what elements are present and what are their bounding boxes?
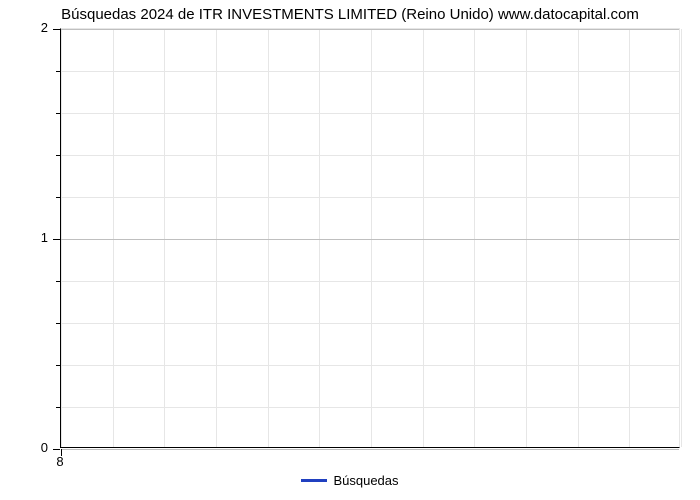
y-minor-tick (56, 197, 60, 198)
grid-line-horizontal-major (61, 449, 679, 450)
chart-title: Búsquedas 2024 de ITR INVESTMENTS LIMITE… (0, 6, 700, 23)
y-major-tick (53, 239, 60, 240)
grid-line-vertical (423, 29, 424, 447)
y-minor-tick (56, 113, 60, 114)
y-tick-label: 1 (18, 230, 48, 245)
grid-line-horizontal-major (61, 239, 679, 240)
grid-line-horizontal (61, 281, 679, 282)
y-major-tick (53, 449, 60, 450)
y-minor-tick (56, 155, 60, 156)
plot-area (60, 28, 680, 448)
grid-line-vertical (164, 29, 165, 447)
grid-line-horizontal (61, 113, 679, 114)
grid-line-vertical (319, 29, 320, 447)
grid-line-vertical (526, 29, 527, 447)
legend-line (301, 479, 327, 482)
grid-line-horizontal (61, 407, 679, 408)
y-major-tick (53, 29, 60, 30)
y-minor-tick (56, 407, 60, 408)
x-tick-label: 8 (50, 454, 70, 469)
grid-line-vertical (216, 29, 217, 447)
y-minor-tick (56, 281, 60, 282)
legend: Búsquedas (0, 472, 700, 488)
search-chart: Búsquedas 2024 de ITR INVESTMENTS LIMITE… (0, 0, 700, 500)
grid-line-horizontal (61, 197, 679, 198)
grid-line-vertical (268, 29, 269, 447)
grid-line-vertical (629, 29, 630, 447)
grid-line-horizontal-major (61, 29, 679, 30)
grid-line-horizontal (61, 365, 679, 366)
grid-line-vertical (474, 29, 475, 447)
grid-line-horizontal (61, 155, 679, 156)
y-tick-label: 0 (18, 440, 48, 455)
grid-line-vertical (113, 29, 114, 447)
y-minor-tick (56, 323, 60, 324)
y-minor-tick (56, 71, 60, 72)
grid-line-vertical (578, 29, 579, 447)
grid-line-vertical (681, 29, 682, 447)
grid-line-horizontal (61, 71, 679, 72)
grid-line-horizontal (61, 323, 679, 324)
legend-label: Búsquedas (333, 473, 398, 488)
grid-line-vertical (371, 29, 372, 447)
y-minor-tick (56, 365, 60, 366)
y-tick-label: 2 (18, 20, 48, 35)
grid-line-vertical (61, 29, 62, 447)
